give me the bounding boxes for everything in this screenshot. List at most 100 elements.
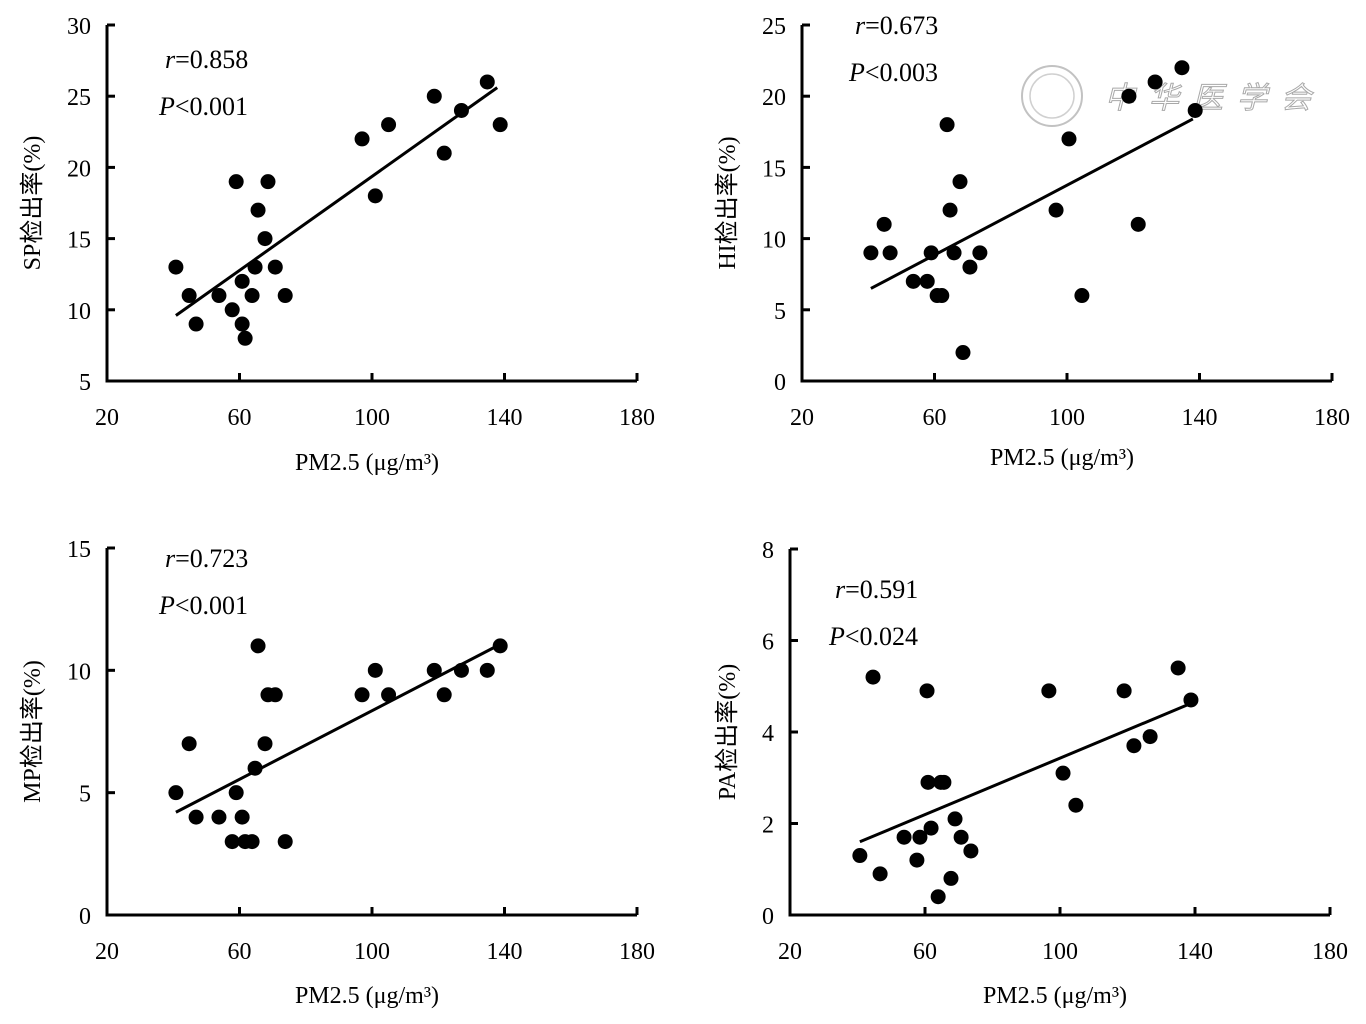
x-tick-label: 100 (354, 939, 390, 965)
data-point (234, 809, 250, 825)
y-tick-label: 15 (67, 537, 91, 563)
data-point (920, 774, 936, 790)
data-point (168, 259, 184, 275)
data-point (234, 273, 250, 289)
data-point (436, 145, 452, 161)
data-point (1121, 88, 1137, 104)
p-annotation: P<0.001 (158, 591, 248, 620)
data-point (896, 829, 912, 845)
data-point (181, 736, 197, 752)
data-point (852, 848, 868, 864)
data-point (479, 662, 495, 678)
data-point (188, 316, 204, 332)
data-point (224, 834, 240, 850)
data-point (1170, 660, 1186, 676)
x-axis-title: PM2.5 (μg/m³) (990, 445, 1134, 471)
y-tick-label: 15 (762, 156, 786, 182)
y-tick-label: 30 (67, 14, 91, 40)
data-point (247, 760, 263, 776)
watermark: 中华医学会 (1021, 65, 1325, 127)
y-axis-title: HI检出率(%) (714, 136, 741, 269)
data-point (919, 273, 935, 289)
y-axis-title: PA检出率(%) (714, 664, 741, 800)
data-point (863, 245, 879, 261)
data-point (947, 811, 963, 827)
data-point (367, 188, 383, 204)
data-point (426, 88, 442, 104)
data-point (923, 820, 939, 836)
x-tick-label: 60 (913, 939, 937, 965)
data-point (381, 117, 397, 133)
r-annotation: r=0.673 (855, 11, 938, 40)
data-point (211, 288, 227, 304)
data-point (962, 259, 978, 275)
x-axis-title: PM2.5 (μg/m³) (983, 983, 1127, 1009)
hi-scatter-panel: 中华医学会 20 60 100 140 180 0 5 10 15 20 25 PM2.5 (μg/m³… (714, 11, 1350, 471)
data-point (1074, 288, 1090, 304)
regression-line (175, 644, 498, 814)
data-point (923, 245, 939, 261)
pa-scatter-panel: 20 60 100 140 180 0 2 4 6 8 PM2.5 (μg/m³) PA检出率(%) r… (714, 538, 1348, 1009)
y-tick-label: 6 (762, 630, 774, 656)
data-point (972, 245, 988, 261)
data-point (492, 117, 508, 133)
data-point (1183, 692, 1199, 708)
data-point (909, 852, 925, 868)
x-tick-label: 180 (1314, 405, 1350, 431)
data-point (224, 302, 240, 318)
x-tick-label: 180 (619, 405, 655, 431)
data-point (942, 202, 958, 218)
x-tick-label: 60 (228, 405, 252, 431)
watermark-seal-inner (1029, 73, 1075, 119)
data-point (168, 785, 184, 801)
y-tick-label: 8 (762, 538, 774, 564)
y-tick-label: 25 (762, 14, 786, 40)
data-point (872, 866, 888, 882)
x-tick-label: 140 (487, 939, 523, 965)
data-point (234, 316, 250, 332)
data-point (228, 174, 244, 190)
y-tick-label: 2 (762, 813, 774, 839)
x-tick-label: 140 (1182, 405, 1218, 431)
y-tick-label: 5 (79, 370, 91, 396)
y-tick-label: 4 (762, 721, 774, 747)
x-axis-title: PM2.5 (μg/m³) (295, 983, 439, 1009)
data-point (228, 785, 244, 801)
data-point (1068, 797, 1084, 813)
data-point (354, 131, 370, 147)
data-point (1041, 683, 1057, 699)
data-point (244, 834, 260, 850)
data-point (953, 829, 969, 845)
data-point (492, 638, 508, 654)
x-axis-title: PM2.5 (μg/m³) (295, 450, 439, 476)
sp-scatter-panel: 20 60 100 140 180 5 10 15 20 25 30 PM2.5 (μg/m³) SP检… (19, 14, 655, 476)
y-tick-label: 0 (762, 904, 774, 930)
p-annotation: P<0.024 (828, 622, 918, 651)
mp-scatter-panel: 20 60 100 140 180 0 5 10 15 PM2.5 (μg/m³) MP检出率(%)… (19, 537, 655, 1009)
data-point (1055, 765, 1071, 781)
y-tick-label: 20 (67, 156, 91, 182)
data-point (936, 774, 952, 790)
y-tick-label: 10 (67, 659, 91, 685)
watermark-text: 中华医学会 (1105, 81, 1325, 116)
data-point (381, 687, 397, 703)
x-tick-label: 60 (228, 939, 252, 965)
x-tick-label: 20 (95, 939, 119, 965)
x-tick-label: 20 (95, 405, 119, 431)
data-point (1142, 729, 1158, 745)
x-tick-label: 100 (1042, 939, 1078, 965)
data-point (237, 330, 253, 346)
data-point (946, 245, 962, 261)
x-tick-label: 180 (1312, 939, 1348, 965)
r-annotation: r=0.591 (835, 575, 918, 604)
y-axis-title: SP检出率(%) (19, 136, 46, 271)
data-point (876, 216, 892, 232)
data-point (912, 829, 928, 845)
x-tick-label: 100 (354, 405, 390, 431)
data-point (277, 288, 293, 304)
watermark-seal-icon (1021, 65, 1083, 127)
y-tick-label: 5 (79, 782, 91, 808)
data-point (955, 345, 971, 361)
data-point (1147, 74, 1163, 90)
data-point (905, 273, 921, 289)
